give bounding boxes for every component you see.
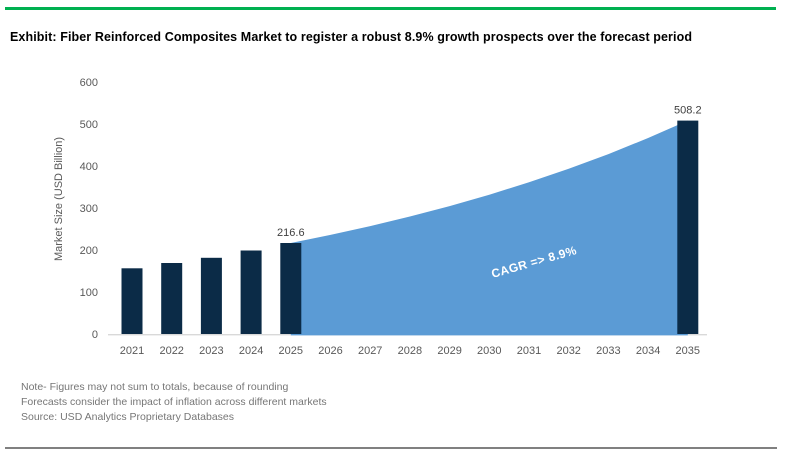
- top-accent-rule: [5, 7, 776, 10]
- x-axis-label-2034: 2034: [636, 345, 660, 357]
- footnote-rounding: Note- Figures may not sum to totals, bec…: [21, 381, 289, 393]
- y-axis-tick-100: 100: [80, 287, 98, 299]
- x-axis-label-2028: 2028: [398, 345, 422, 357]
- footnote-inflation: Forecasts consider the impact of inflati…: [21, 396, 327, 408]
- x-axis-label-2026: 2026: [318, 345, 342, 357]
- x-axis-label-2031: 2031: [517, 345, 541, 357]
- forecast-area: [290, 120, 688, 336]
- y-axis-tick-600: 600: [80, 77, 98, 89]
- data-label-2035: 508.2: [674, 105, 702, 117]
- bar-2022: [161, 263, 183, 334]
- x-axis-label-2021: 2021: [120, 345, 144, 357]
- y-axis-title: Market Size (USD Billion): [53, 137, 65, 261]
- y-axis-tick-500: 500: [80, 119, 98, 131]
- bar-2024: [240, 250, 262, 334]
- x-axis-label-2035: 2035: [676, 345, 700, 357]
- bar-2035: [677, 120, 699, 334]
- y-axis-tick-0: 0: [92, 329, 98, 341]
- x-axis-label-2030: 2030: [477, 345, 501, 357]
- bar-2021: [121, 268, 143, 334]
- x-axis-label-2025: 2025: [279, 345, 303, 357]
- bottom-rule: [5, 447, 777, 449]
- data-label-2025: 216.6: [277, 227, 305, 239]
- x-axis-label-2032: 2032: [556, 345, 580, 357]
- bar-2025: [280, 243, 302, 334]
- bar-2023: [200, 257, 222, 334]
- footnotes: Note- Figures may not sum to totals, bec…: [21, 380, 327, 425]
- x-axis-label-2022: 2022: [159, 345, 183, 357]
- x-axis-label-2027: 2027: [358, 345, 382, 357]
- x-axis-label-2033: 2033: [596, 345, 620, 357]
- footnote-source: Source: USD Analytics Proprietary Databa…: [21, 411, 235, 423]
- x-axis-label-2024: 2024: [239, 345, 263, 357]
- y-axis-tick-300: 300: [80, 203, 98, 215]
- x-axis-label-2023: 2023: [199, 345, 223, 357]
- y-axis-tick-400: 400: [80, 161, 98, 173]
- x-axis-label-2029: 2029: [437, 345, 461, 357]
- exhibit-title: Exhibit: Fiber Reinforced Composites Mar…: [10, 30, 693, 44]
- y-axis-tick-200: 200: [80, 245, 98, 257]
